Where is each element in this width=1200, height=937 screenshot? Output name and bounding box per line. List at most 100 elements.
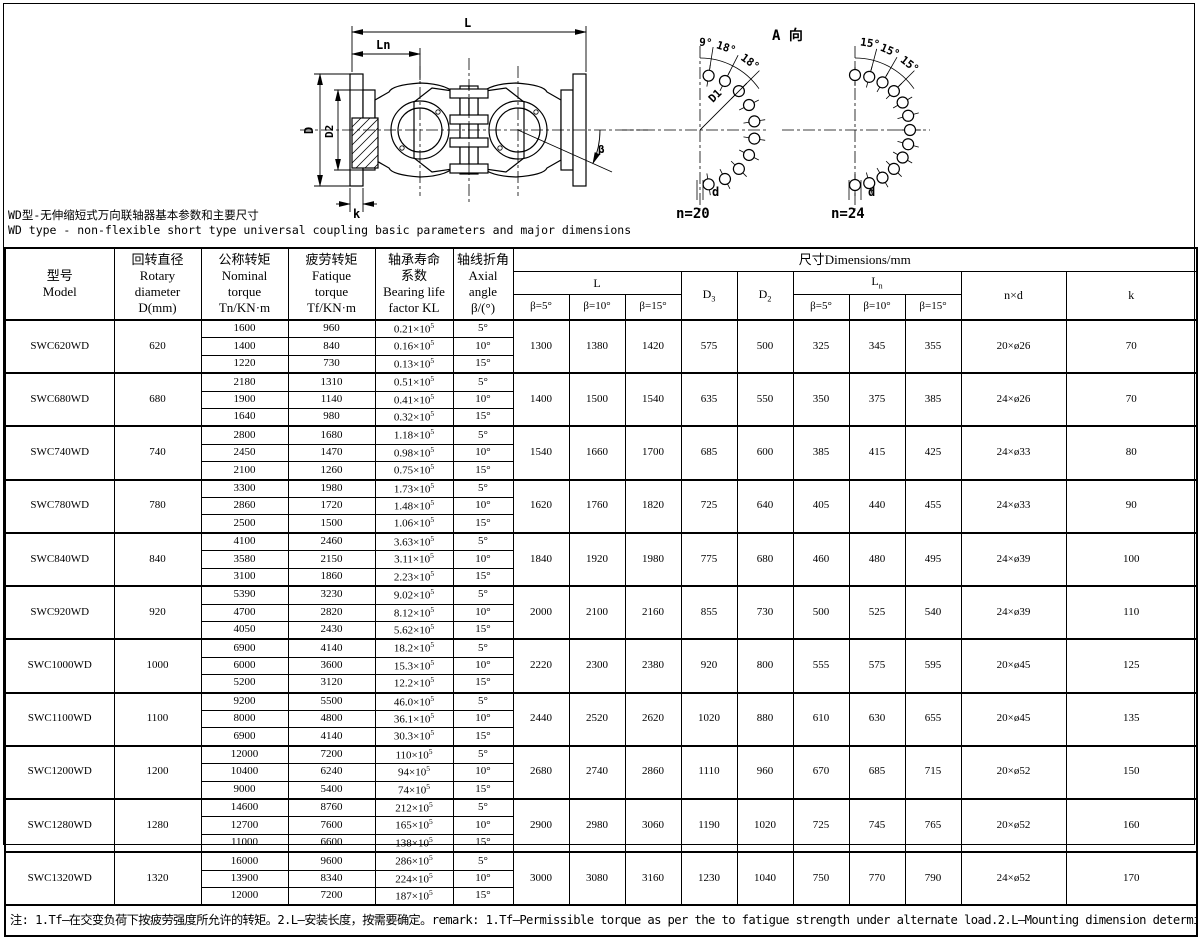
bearing-life-value: 12.2×105 bbox=[374, 674, 454, 694]
D2-value: 880 bbox=[736, 691, 794, 747]
nominal-torque-value: 5390 bbox=[200, 585, 289, 605]
n24-count-label: n=24 bbox=[831, 206, 865, 222]
Ln-beta10-value: 480 bbox=[848, 531, 906, 587]
nominal-torque-value: 2100 bbox=[200, 461, 289, 481]
L-beta10-value: 2100 bbox=[568, 585, 626, 640]
bolt-hole bbox=[848, 178, 862, 192]
table-row: 4700 2820 8.12×105 10° bbox=[5, 603, 1197, 622]
beta-angle-label: β bbox=[598, 143, 605, 156]
nxd-value: 20×ø45 bbox=[960, 638, 1067, 694]
D3-value: 725 bbox=[680, 478, 738, 534]
rotary-diameter-value: 740 bbox=[113, 425, 202, 481]
nxd-value: 24×ø33 bbox=[960, 425, 1067, 481]
coupling-side-view: β bbox=[300, 58, 648, 204]
D2-value: 730 bbox=[736, 585, 794, 640]
nominal-torque-value: 13900 bbox=[200, 869, 289, 889]
bearing-life-value: 94×105 bbox=[374, 763, 454, 782]
model-value: SWC920WD bbox=[4, 585, 115, 640]
axial-angle-value: 5° bbox=[452, 797, 514, 818]
table-row: SWC620WD 620 1600 960 0.21×105 5° 1300 1380 1420… bbox=[4, 318, 1198, 374]
nxd-value: 20×ø26 bbox=[960, 318, 1067, 374]
D2-value: 680 bbox=[736, 531, 794, 587]
bearing-life-value: 8.12×105 bbox=[374, 603, 454, 622]
table-row: 2100 1260 0.75×105 15° bbox=[5, 461, 1197, 481]
D3-value: 1190 bbox=[680, 797, 738, 853]
n20-d-label: d bbox=[712, 185, 719, 199]
fatigue-torque-value: 4140 bbox=[287, 727, 376, 747]
rotary-diameter-value: 620 bbox=[113, 318, 202, 374]
axial-angle-value: 5° bbox=[452, 531, 514, 552]
fatigue-torque-value: 1140 bbox=[287, 390, 376, 410]
dim-Ln-label: Ln bbox=[376, 38, 390, 52]
axial-angle-value: 15° bbox=[452, 567, 514, 587]
Ln-beta15-value: 385 bbox=[904, 372, 962, 427]
dimension-lines: L Ln D D2 k bbox=[302, 16, 587, 221]
table-row: 8000 4800 36.1×105 10° bbox=[5, 709, 1197, 729]
L-beta15-value: 2860 bbox=[624, 744, 682, 800]
axial-angle-value: 10° bbox=[452, 550, 514, 569]
bearing-life-value: 0.98×105 bbox=[374, 443, 454, 463]
Ln-beta15-value: 595 bbox=[904, 638, 962, 694]
nominal-torque-value: 2180 bbox=[200, 372, 289, 392]
rotary-diameter-value: 1320 bbox=[113, 851, 202, 906]
L-beta15-value: 3060 bbox=[624, 797, 682, 853]
header-Ln-beta5: β=5° bbox=[792, 294, 850, 321]
L-beta5-value: 2220 bbox=[512, 638, 570, 694]
axial-angle-value: 15° bbox=[452, 674, 514, 694]
fatigue-torque-value: 3230 bbox=[287, 585, 376, 605]
nominal-torque-value: 4100 bbox=[200, 531, 289, 552]
rotary-diameter-value: 780 bbox=[113, 478, 202, 534]
nominal-torque-value: 10400 bbox=[200, 763, 289, 782]
L-beta10-value: 2740 bbox=[568, 744, 626, 800]
axial-angle-value: 10° bbox=[452, 656, 514, 676]
nxd-value: 24×ø39 bbox=[960, 531, 1067, 587]
Ln-beta5-value: 385 bbox=[792, 425, 850, 481]
axial-angle-value: 15° bbox=[452, 780, 514, 800]
Ln-beta10-value: 375 bbox=[848, 372, 906, 427]
bolt-hole bbox=[732, 162, 745, 175]
table-row: 1900 1140 0.41×105 10° bbox=[5, 390, 1197, 410]
table-row: SWC740WD 740 2800 1680 1.18×105 5° 1540 1660 170… bbox=[4, 425, 1198, 481]
D2-value: 550 bbox=[736, 372, 794, 427]
model-value: SWC1320WD bbox=[4, 851, 115, 906]
bolt-hole bbox=[748, 115, 761, 128]
D3-value: 920 bbox=[680, 638, 738, 694]
dim-D2-label: D2 bbox=[323, 125, 336, 138]
L-beta10-value: 1500 bbox=[568, 372, 626, 427]
table-row: 11000 6600 138×105 15° bbox=[5, 833, 1197, 853]
title-en: WD type - non-flexible short type univer… bbox=[8, 223, 631, 237]
fatigue-torque-value: 9600 bbox=[287, 851, 376, 871]
k-value: 70 bbox=[1065, 318, 1198, 374]
axial-angle-value: 10° bbox=[452, 390, 514, 410]
Ln-beta10-value: 745 bbox=[848, 797, 906, 853]
Ln-beta5-value: 725 bbox=[792, 797, 850, 853]
n20-count-label: n=20 bbox=[676, 206, 710, 222]
rotary-diameter-value: 840 bbox=[113, 531, 202, 587]
nominal-torque-value: 2500 bbox=[200, 514, 289, 534]
dim-D1-label: D1 bbox=[706, 86, 725, 105]
table-row: 2860 1720 1.48×105 10° bbox=[5, 497, 1197, 516]
fatigue-torque-value: 2460 bbox=[287, 531, 376, 552]
n20-angle-2: 18° bbox=[715, 39, 738, 58]
bearing-life-value: 286×105 bbox=[374, 851, 454, 871]
table-row: 2450 1470 0.98×105 10° bbox=[5, 443, 1197, 463]
axial-angle-value: 10° bbox=[452, 763, 514, 782]
Ln-beta15-value: 790 bbox=[904, 851, 962, 906]
axial-angle-value: 15° bbox=[452, 408, 514, 427]
L-beta15-value: 1700 bbox=[624, 425, 682, 481]
Ln-beta5-value: 555 bbox=[792, 638, 850, 694]
rotary-diameter-value: 1200 bbox=[113, 744, 202, 800]
k-value: 125 bbox=[1065, 638, 1198, 694]
view-a-label: A 向 bbox=[772, 27, 803, 44]
bearing-life-value: 46.0×105 bbox=[374, 691, 454, 711]
header-model: 型号 Model bbox=[4, 247, 115, 321]
nominal-torque-value: 4050 bbox=[200, 620, 289, 640]
table-row: SWC1200WD 1200 12000 7200 110×105 5° 2680 2740 2… bbox=[4, 744, 1198, 800]
nxd-value: 24×ø33 bbox=[960, 478, 1067, 534]
L-beta10-value: 1920 bbox=[568, 531, 626, 587]
nxd-value: 24×ø26 bbox=[960, 372, 1067, 427]
L-beta15-value: 3160 bbox=[624, 851, 682, 906]
Ln-beta5-value: 460 bbox=[792, 531, 850, 587]
fatigue-torque-value: 4800 bbox=[287, 709, 376, 729]
L-beta15-value: 1540 bbox=[624, 372, 682, 427]
